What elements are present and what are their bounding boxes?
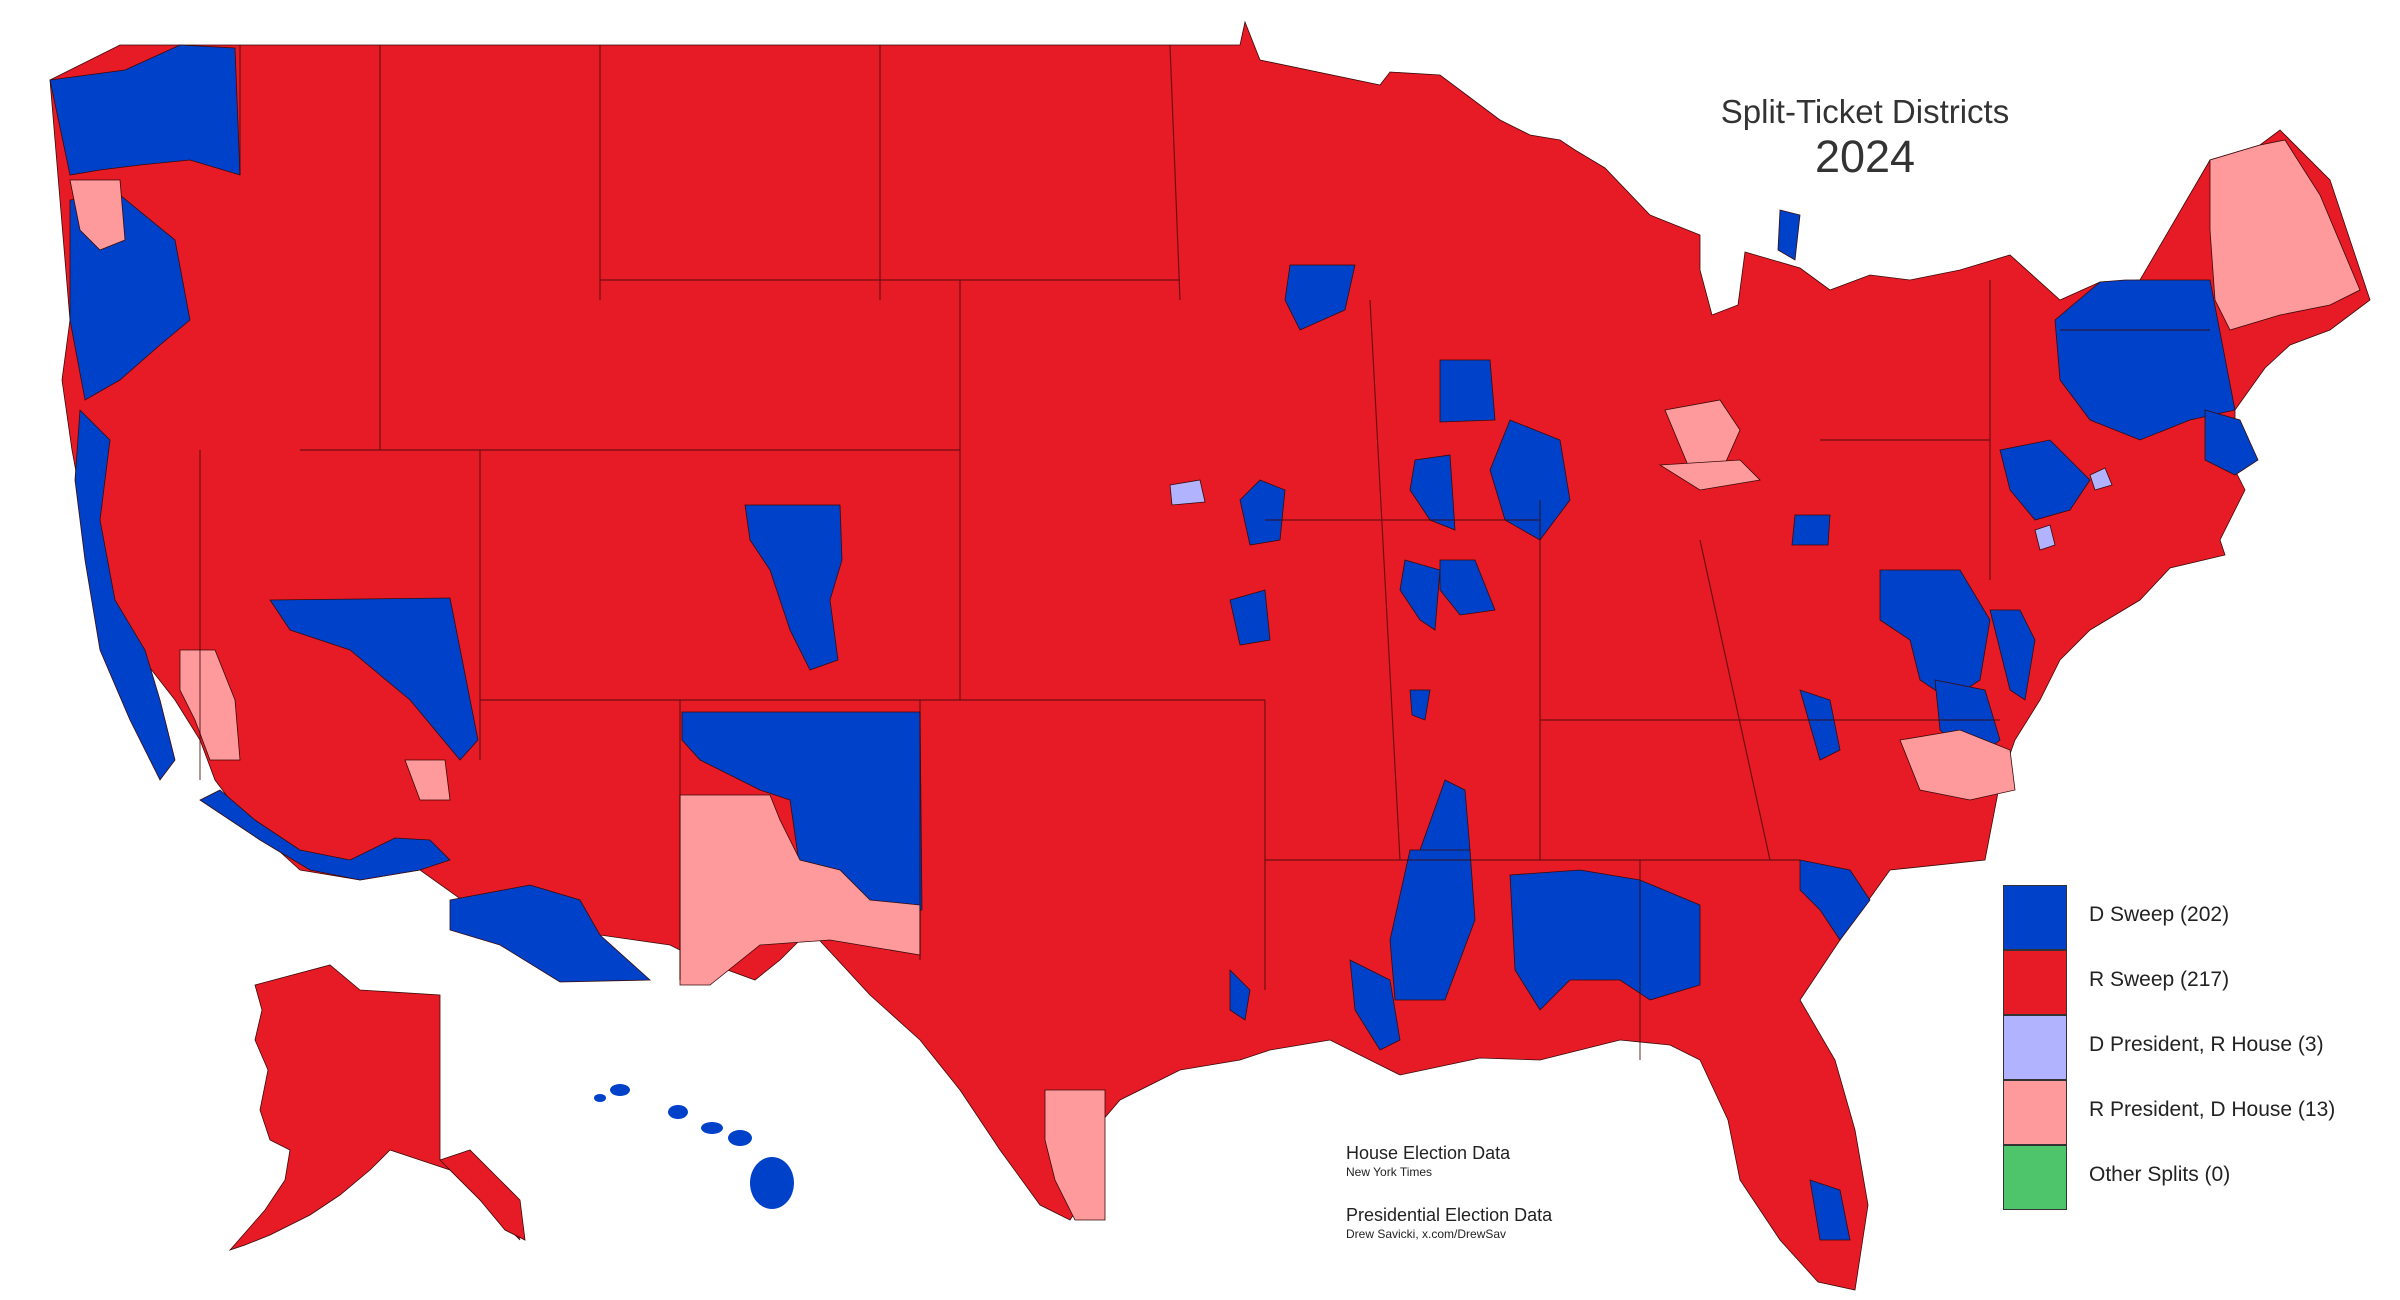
r-president-d-house-districts [69,139,2361,1221]
legend-swatch [2003,1145,2067,1210]
title-line: Split-Ticket Districts [1720,93,2010,130]
map-title: Split-Ticket Districts 2024 [1690,92,2040,182]
hawaii-islands [594,1084,794,1209]
source-credit: New York Times [1346,1165,1433,1179]
source-presidential: Presidential Election Data Drew Savicki,… [1346,1204,1552,1242]
title-year: 2024 [1814,131,1916,182]
legend-swatch [2003,1015,2067,1080]
d-president-r-house-districts [1169,467,2113,551]
legend-label: R President, D House (13) [2089,1098,2336,1121]
source-credit: Drew Savicki, x.com/DrewSav [1346,1227,1507,1241]
alaska-landmass [228,964,521,1251]
legend-label: R Sweep (217) [2089,968,2230,991]
source-house: House Election Data New York Times [1346,1142,1510,1180]
d-sweep-districts [49,44,2259,1241]
legend-swatch [2003,1080,2067,1145]
legend-label: D President, R House (3) [2089,1033,2324,1056]
legend-swatch [2003,885,2067,950]
source-heading: Presidential Election Data [1346,1205,1553,1225]
alaska-panhandle [439,1149,526,1241]
legend-swatch [2003,950,2067,1015]
legend-label: D Sweep (202) [2089,903,2230,926]
source-heading: House Election Data [1346,1143,1511,1163]
state-borders [199,44,2210,1060]
legend-label: Other Splits (0) [2089,1163,2231,1186]
